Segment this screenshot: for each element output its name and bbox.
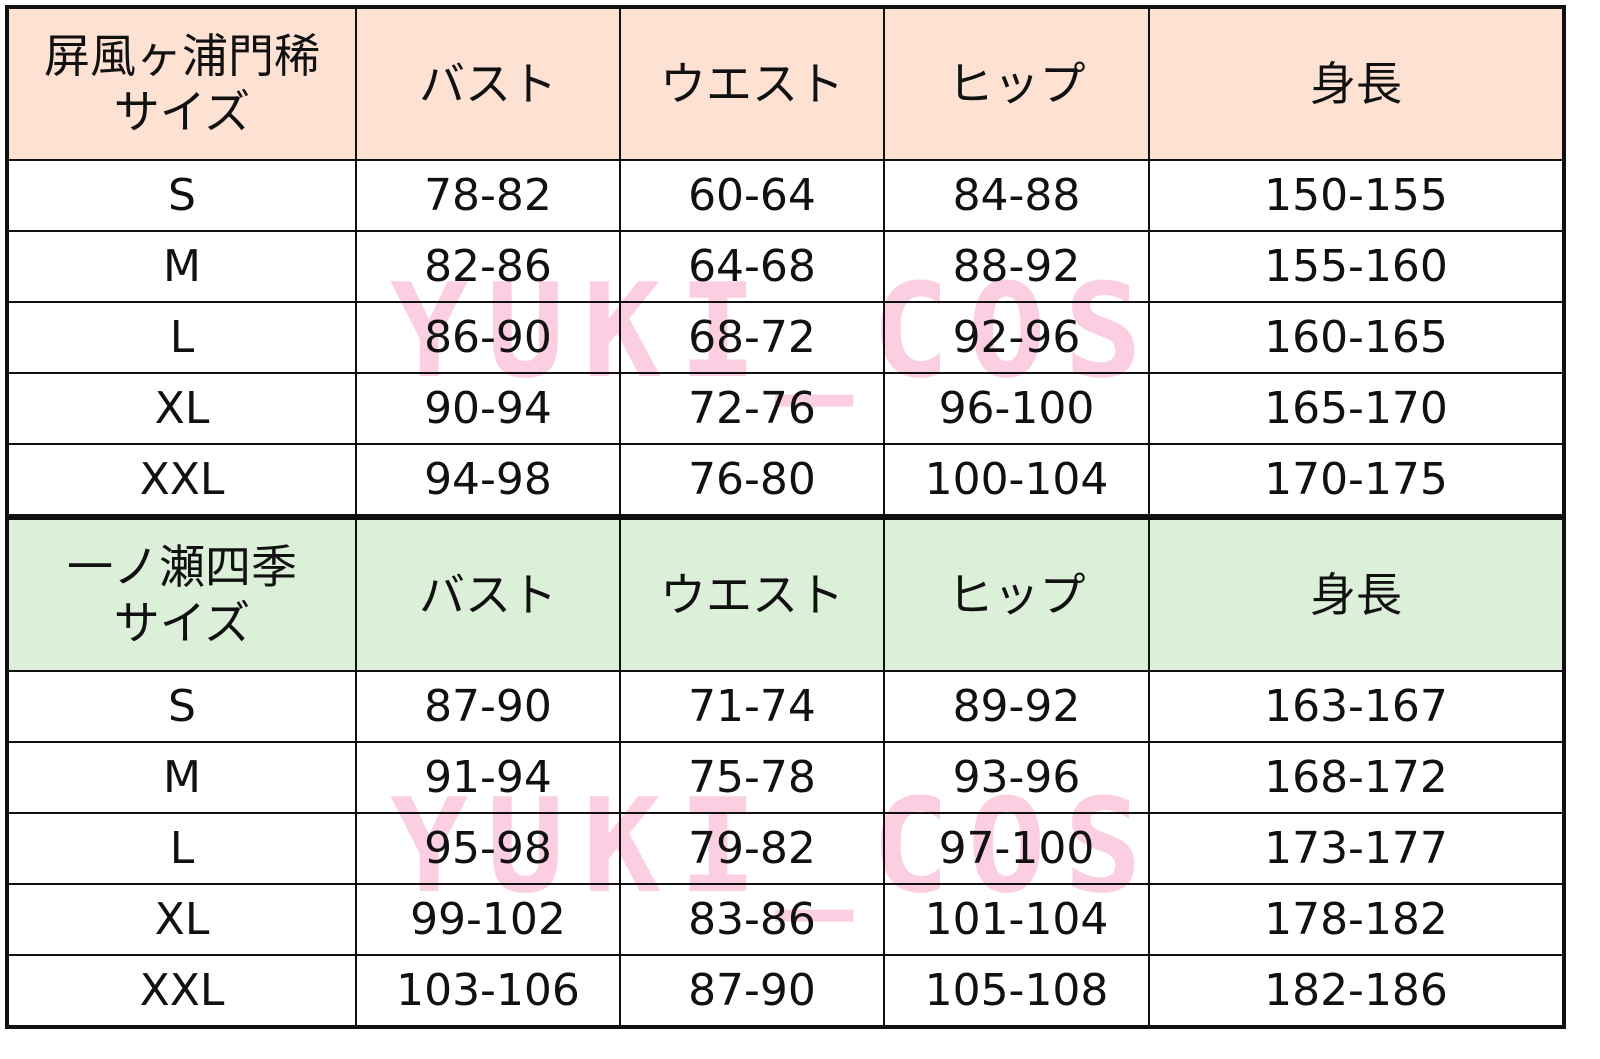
- measurement-cell: 88-92: [883, 230, 1150, 303]
- table-row: XXL 103-106 87-90 105-108 182-186: [6, 954, 1565, 1028]
- measurement-cell: 100-104: [883, 443, 1150, 518]
- size-title-cell: 屏風ヶ浦門稀 サイズ: [6, 6, 357, 161]
- character-name: 一ノ瀬四季: [67, 540, 297, 594]
- size-cell: XXL: [6, 443, 357, 518]
- table-row: M 82-86 64-68 88-92 155-160: [6, 230, 1565, 303]
- measurement-cell: 71-74: [619, 670, 885, 743]
- size-cell: XL: [6, 372, 357, 445]
- measurement-cell: 87-90: [619, 954, 885, 1028]
- measurement-cell: 94-98: [355, 443, 621, 518]
- character-name: 屏風ヶ浦門稀: [44, 29, 320, 83]
- measurement-cell: 83-86: [619, 883, 885, 956]
- measurement-cell: 76-80: [619, 443, 885, 518]
- measurement-cell: 79-82: [619, 812, 885, 885]
- size-cell: S: [6, 670, 357, 743]
- header-row: 一ノ瀬四季 サイズ バスト ウエスト ヒップ 身長: [6, 514, 1565, 672]
- size-table: 屏風ヶ浦門稀 サイズ バスト ウエスト ヒップ 身長 S 78-82 60-64 84-88 150…: [5, 5, 1566, 1029]
- measurement-cell: 92-96: [883, 301, 1150, 374]
- measurement-cell: 72-76: [619, 372, 885, 445]
- column-header: ヒップ: [883, 6, 1150, 161]
- measurement-cell: 90-94: [355, 372, 621, 445]
- column-header: 身長: [1148, 514, 1565, 672]
- table-row: M 91-94 75-78 93-96 168-172: [6, 741, 1565, 814]
- column-header: ウエスト: [619, 6, 885, 161]
- measurement-cell: 86-90: [355, 301, 621, 374]
- header-row: 屏風ヶ浦門稀 サイズ バスト ウエスト ヒップ 身長: [6, 6, 1565, 161]
- measurement-cell: 97-100: [883, 812, 1150, 885]
- measurement-cell: 87-90: [355, 670, 621, 743]
- size-cell: XXL: [6, 954, 357, 1028]
- measurement-cell: 60-64: [619, 159, 885, 232]
- table-row: L 95-98 79-82 97-100 173-177: [6, 812, 1565, 885]
- size-title-cell: 一ノ瀬四季 サイズ: [6, 514, 357, 672]
- measurement-cell: 178-182: [1148, 883, 1565, 956]
- size-cell: L: [6, 812, 357, 885]
- size-cell: L: [6, 301, 357, 374]
- measurement-cell: 101-104: [883, 883, 1150, 956]
- measurement-cell: 163-167: [1148, 670, 1565, 743]
- measurement-cell: 82-86: [355, 230, 621, 303]
- column-header: ウエスト: [619, 514, 885, 672]
- measurement-cell: 64-68: [619, 230, 885, 303]
- measurement-cell: 103-106: [355, 954, 621, 1028]
- size-cell: M: [6, 741, 357, 814]
- measurement-cell: 150-155: [1148, 159, 1565, 232]
- table-row: XL 90-94 72-76 96-100 165-170: [6, 372, 1565, 445]
- measurement-cell: 95-98: [355, 812, 621, 885]
- size-cell: M: [6, 230, 357, 303]
- size-cell: XL: [6, 883, 357, 956]
- table-row: L 86-90 68-72 92-96 160-165: [6, 301, 1565, 374]
- measurement-cell: 89-92: [883, 670, 1150, 743]
- measurement-cell: 170-175: [1148, 443, 1565, 518]
- measurement-cell: 96-100: [883, 372, 1150, 445]
- measurement-cell: 105-108: [883, 954, 1150, 1028]
- table-row: XXL 94-98 76-80 100-104 170-175: [6, 443, 1565, 518]
- size-label: サイズ: [113, 596, 251, 650]
- measurement-cell: 99-102: [355, 883, 621, 956]
- measurement-cell: 78-82: [355, 159, 621, 232]
- column-header: ヒップ: [883, 514, 1150, 672]
- measurement-cell: 155-160: [1148, 230, 1565, 303]
- measurement-cell: 68-72: [619, 301, 885, 374]
- table-row: S 87-90 71-74 89-92 163-167: [6, 670, 1565, 743]
- table-row: XL 99-102 83-86 101-104 178-182: [6, 883, 1565, 956]
- column-header: バスト: [355, 514, 621, 672]
- table-row: S 78-82 60-64 84-88 150-155: [6, 159, 1565, 232]
- measurement-cell: 160-165: [1148, 301, 1565, 374]
- measurement-cell: 165-170: [1148, 372, 1565, 445]
- measurement-cell: 173-177: [1148, 812, 1565, 885]
- measurement-cell: 84-88: [883, 159, 1150, 232]
- column-header: バスト: [355, 6, 621, 161]
- measurement-cell: 182-186: [1148, 954, 1565, 1028]
- size-cell: S: [6, 159, 357, 232]
- size-label: サイズ: [113, 85, 251, 139]
- measurement-cell: 91-94: [355, 741, 621, 814]
- measurement-cell: 75-78: [619, 741, 885, 814]
- size-chart: 屏風ヶ浦門稀 サイズ バスト ウエスト ヒップ 身長 S 78-82 60-64 84-88 150…: [5, 5, 1566, 1029]
- measurement-cell: 168-172: [1148, 741, 1565, 814]
- column-header: 身長: [1148, 6, 1565, 161]
- measurement-cell: 93-96: [883, 741, 1150, 814]
